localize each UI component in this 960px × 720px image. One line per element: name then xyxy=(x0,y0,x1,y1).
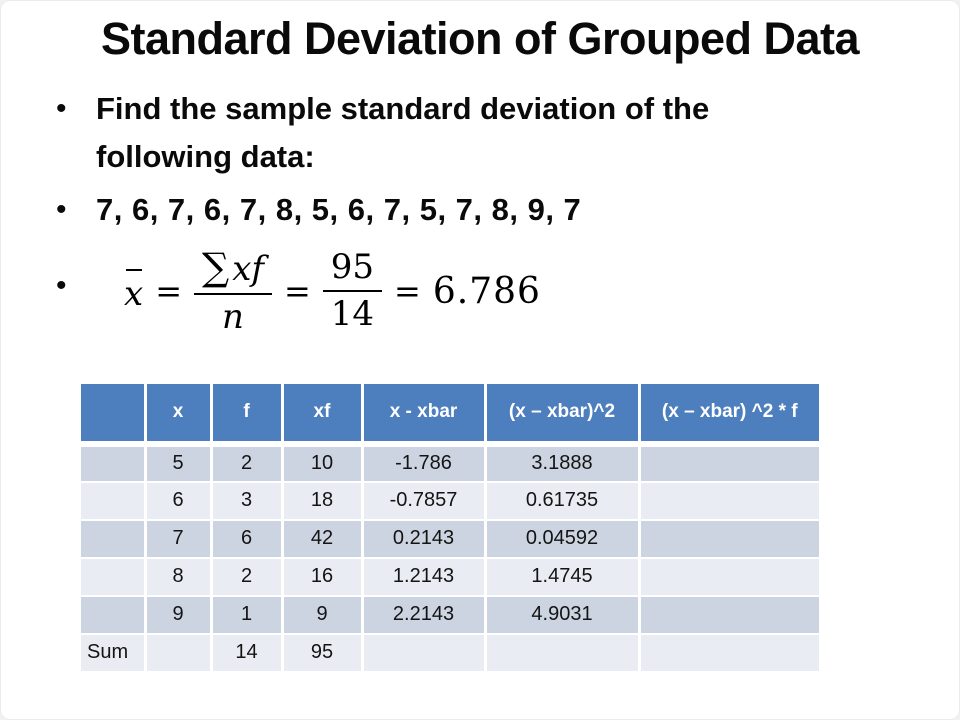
table-cell: Sum xyxy=(81,633,147,673)
table-cell: 9 xyxy=(145,595,213,635)
table-row: 7 6 42 0.2143 0.04592 xyxy=(81,519,819,559)
table-cell: 0.61735 xyxy=(485,481,641,521)
fraction-95-over-14: 95 14 xyxy=(322,248,383,335)
table-cell: 8 xyxy=(145,557,213,597)
xbar-variable: x xyxy=(124,273,144,314)
table-row: 9 1 9 2.2143 4.9031 xyxy=(81,595,819,635)
bullet-item-instruction: • Find the sample standard deviation of … xyxy=(56,85,959,181)
table-cell: 2 xyxy=(211,443,284,483)
table-cell xyxy=(81,519,147,559)
xbar-symbol: x xyxy=(124,268,144,314)
fraction-sum-xf-over-n: ∑ xf n xyxy=(194,245,272,337)
bullet-icon: • xyxy=(56,193,67,226)
table-cell xyxy=(639,481,819,521)
overbar xyxy=(125,268,142,271)
table-header-cell: xf xyxy=(282,383,364,447)
table-cell xyxy=(81,443,147,483)
equals-sign: = xyxy=(283,272,311,311)
table-header-cell: x - xbar xyxy=(362,383,487,447)
table-body: 5 2 10 -1.786 3.1888 6 3 18 -0.7857 0.61735 7 6 42 0.… xyxy=(81,443,819,673)
instruction-text: Find the sample standard deviation of th… xyxy=(96,91,710,174)
table-cell xyxy=(639,595,819,635)
table-cell: 1 xyxy=(211,595,284,635)
table-header-cell: (x – xbar) ^2 * f xyxy=(639,383,819,447)
table-cell xyxy=(81,595,147,635)
table-cell xyxy=(485,633,641,673)
table-cell: 5 xyxy=(145,443,213,483)
table-cell: 3 xyxy=(211,481,284,521)
table-cell xyxy=(81,481,147,521)
table-cell: 16 xyxy=(282,557,364,597)
table-cell xyxy=(362,633,487,673)
table-cell xyxy=(639,633,819,673)
table-header-row: x f xf x - xbar (x – xbar)^2 (x – xbar) ^2 * … xyxy=(81,383,819,447)
table-cell: -1.786 xyxy=(362,443,487,483)
table-header: x f xf x - xbar (x – xbar)^2 (x – xbar) ^2 * … xyxy=(81,383,819,447)
table-cell xyxy=(639,443,819,483)
table-header-cell: x xyxy=(145,383,213,447)
bullet-icon: • xyxy=(56,92,67,125)
table-cell: 6 xyxy=(145,481,213,521)
grouped-data-table: x f xf x - xbar (x – xbar)^2 (x – xbar) ^2 * … xyxy=(81,383,819,673)
bullet-item-formula: • x = ∑ xf n = 95 14 xyxy=(56,245,959,337)
denominator-14: 14 xyxy=(330,294,375,335)
table-header-cell: (x – xbar)^2 xyxy=(485,383,641,447)
table-cell: 42 xyxy=(282,519,364,559)
table-cell: 95 xyxy=(282,633,364,673)
sigma-symbol: ∑ xyxy=(202,245,230,289)
table-header-cell xyxy=(81,383,147,447)
equals-sign: = xyxy=(394,272,421,311)
bullet-icon: • xyxy=(56,269,67,302)
table-header-cell: f xyxy=(211,383,284,447)
table-row: 8 2 16 1.2143 1.4745 xyxy=(81,557,819,597)
bullet-list: • Find the sample standard deviation of … xyxy=(56,85,959,337)
mean-result: 6.786 xyxy=(432,270,541,312)
table-cell: 2.2143 xyxy=(362,595,487,635)
mean-formula: x = ∑ xf n = 95 14 = 6.786 xyxy=(124,245,541,337)
table-cell: 1.2143 xyxy=(362,557,487,597)
table-cell xyxy=(639,519,819,559)
table-row: 6 3 18 -0.7857 0.61735 xyxy=(81,481,819,521)
table-cell: 14 xyxy=(211,633,284,673)
bullet-item-data-values: • 7, 6, 7, 6, 7, 8, 5, 6, 7, 5, 7, 8, 9,… xyxy=(56,186,959,234)
table-cell: 2 xyxy=(211,557,284,597)
table-cell: 6 xyxy=(211,519,284,559)
numerator-95: 95 xyxy=(322,248,383,293)
data-values-text: 7, 6, 7, 6, 7, 8, 5, 6, 7, 5, 7, 8, 9, 7 xyxy=(96,192,582,227)
table-cell xyxy=(639,557,819,597)
table-row: 5 2 10 -1.786 3.1888 xyxy=(81,443,819,483)
table-cell: 0.04592 xyxy=(485,519,641,559)
table-cell xyxy=(81,557,147,597)
numerator-xf: xf xyxy=(232,249,264,289)
table-cell xyxy=(145,633,213,673)
table-cell: 10 xyxy=(282,443,364,483)
table-cell: 7 xyxy=(145,519,213,559)
table-cell: 0.2143 xyxy=(362,519,487,559)
table-row: Sum 14 95 xyxy=(81,633,819,673)
page-title: Standard Deviation of Grouped Data xyxy=(100,13,860,64)
table-cell: 18 xyxy=(282,481,364,521)
table-cell: 3.1888 xyxy=(485,443,641,483)
table-cell: 4.9031 xyxy=(485,595,641,635)
equals-sign: = xyxy=(155,272,182,311)
table-cell: 9 xyxy=(282,595,364,635)
table-cell: -0.7857 xyxy=(362,481,487,521)
table-cell: 1.4745 xyxy=(485,557,641,597)
denominator-n: n xyxy=(222,296,244,337)
